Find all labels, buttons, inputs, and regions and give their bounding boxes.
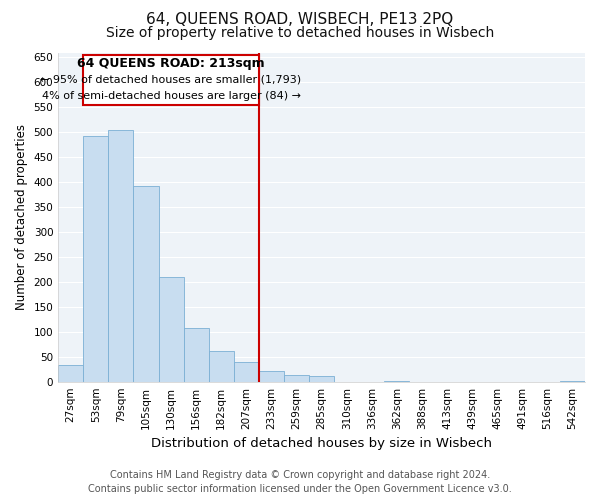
FancyBboxPatch shape bbox=[83, 55, 259, 105]
Bar bbox=[184, 328, 209, 382]
Text: ← 95% of detached houses are smaller (1,793): ← 95% of detached houses are smaller (1,… bbox=[40, 75, 302, 85]
Text: Contains HM Land Registry data © Crown copyright and database right 2024.
Contai: Contains HM Land Registry data © Crown c… bbox=[88, 470, 512, 494]
Bar bbox=[259, 370, 284, 382]
Text: Size of property relative to detached houses in Wisbech: Size of property relative to detached ho… bbox=[106, 26, 494, 40]
Text: 64, QUEENS ROAD, WISBECH, PE13 2PQ: 64, QUEENS ROAD, WISBECH, PE13 2PQ bbox=[146, 12, 454, 28]
Bar bbox=[234, 362, 259, 382]
Bar bbox=[83, 136, 109, 382]
Bar bbox=[133, 186, 158, 382]
Bar bbox=[58, 365, 83, 382]
Y-axis label: Number of detached properties: Number of detached properties bbox=[15, 124, 28, 310]
X-axis label: Distribution of detached houses by size in Wisbech: Distribution of detached houses by size … bbox=[151, 437, 492, 450]
Text: 64 QUEENS ROAD: 213sqm: 64 QUEENS ROAD: 213sqm bbox=[77, 58, 265, 70]
Bar bbox=[284, 374, 309, 382]
Bar bbox=[309, 376, 334, 382]
Bar bbox=[109, 130, 133, 382]
Text: 4% of semi-detached houses are larger (84) →: 4% of semi-detached houses are larger (8… bbox=[41, 91, 301, 101]
Bar bbox=[209, 351, 234, 382]
Bar bbox=[158, 277, 184, 382]
